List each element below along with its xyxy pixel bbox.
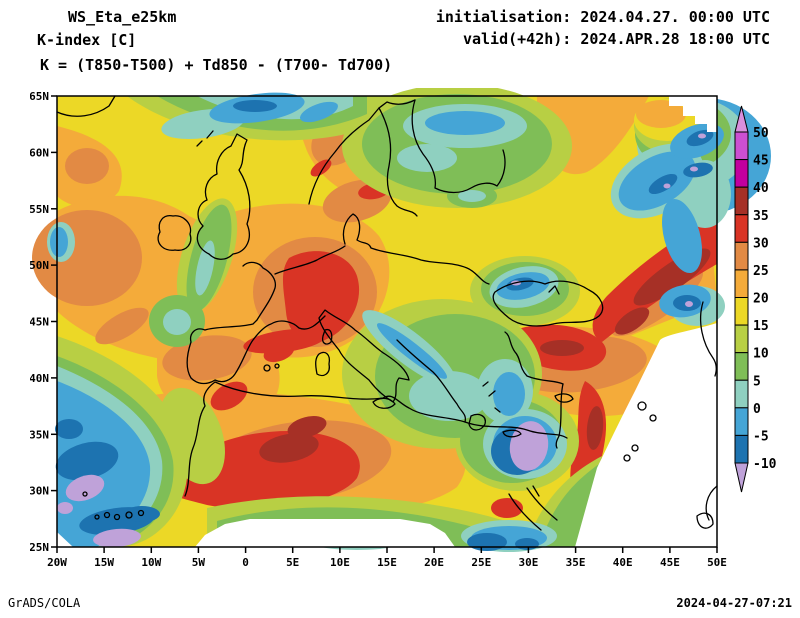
lon-tick-label: 0 [242,556,249,569]
colorbar-label: -5 [753,429,769,444]
lon-tick-label: 20W [47,556,67,569]
coastlines-layer [56,95,718,531]
lon-axis [56,547,718,553]
colorbar-label: 5 [753,374,761,389]
lat-tick-label: 45N [30,316,49,329]
formula-text: K = (T850-T500) + Td850 - (T700- Td700) [40,56,393,74]
lon-tick-label: 5W [192,556,206,569]
lat-tick-label: 40N [30,372,49,385]
valid-time: valid(+42h): 2024.APR.28 18:00 UTC [462,30,770,48]
lon-tick-label: 20E [424,556,444,569]
lat-tick-label: 35N [30,428,49,441]
colorbar-label: 0 [753,402,761,417]
lon-axis-labels: 20W 15W 10W 5W 0 5E 10E 15E 20E 25E 30E … [47,556,727,569]
lat-tick-label: 60N [30,146,49,159]
creation-timestamp: 2024-04-27-07:21 [676,596,792,610]
lat-tick-label: 30N [30,485,49,498]
colorbar-label: 40 [753,181,769,196]
parameter-title: K-index [C] [37,31,137,49]
colorbar-label: 15 [753,319,769,334]
colorbar-label: 25 [753,264,769,279]
map-canvas: 65N 60N 55N 50N 45N 40N 35N 30N 25N 20W … [30,88,777,569]
lon-tick-label: 50E [707,556,727,569]
lon-tick-label: 15E [377,556,397,569]
lon-tick-label: 10E [330,556,350,569]
lat-axis [51,95,57,548]
lat-tick-label: 50N [30,259,49,272]
colorbar-label: 30 [753,236,769,251]
nodata-mask-layer [57,96,717,547]
map-area [32,88,771,552]
lon-tick-label: 5E [286,556,299,569]
lon-tick-label: 10W [141,556,161,569]
model-title: WS_Eta_e25km [68,8,177,26]
lon-tick-label: 30E [518,556,538,569]
colorbar-label: 10 [753,347,769,362]
grads-credit: GrADS/COLA [8,596,81,610]
lon-tick-label: 25E [471,556,491,569]
lat-tick-label: 65N [30,90,49,103]
colorbar-label: 35 [753,209,769,224]
lat-axis-labels: 65N 60N 55N 50N 45N 40N 35N 30N 25N [30,90,49,554]
colorbar-label: 20 [753,292,769,307]
lon-tick-label: 35E [566,556,586,569]
lon-tick-label: 45E [660,556,680,569]
colorbar-label: 50 [753,126,769,141]
colorbar-label: 45 [753,154,769,169]
colorbar-labels: 50 45 40 35 30 25 20 15 10 5 0 -5 -10 [753,126,777,472]
lon-tick-label: 15W [94,556,114,569]
colorbar-label: -10 [753,457,777,472]
init-time: initialisation: 2024.04.27. 00:00 UTC [435,8,770,26]
lat-tick-label: 25N [30,541,49,554]
lon-tick-label: 40E [613,556,633,569]
colorbar [734,105,749,493]
lat-tick-label: 55N [30,203,49,216]
